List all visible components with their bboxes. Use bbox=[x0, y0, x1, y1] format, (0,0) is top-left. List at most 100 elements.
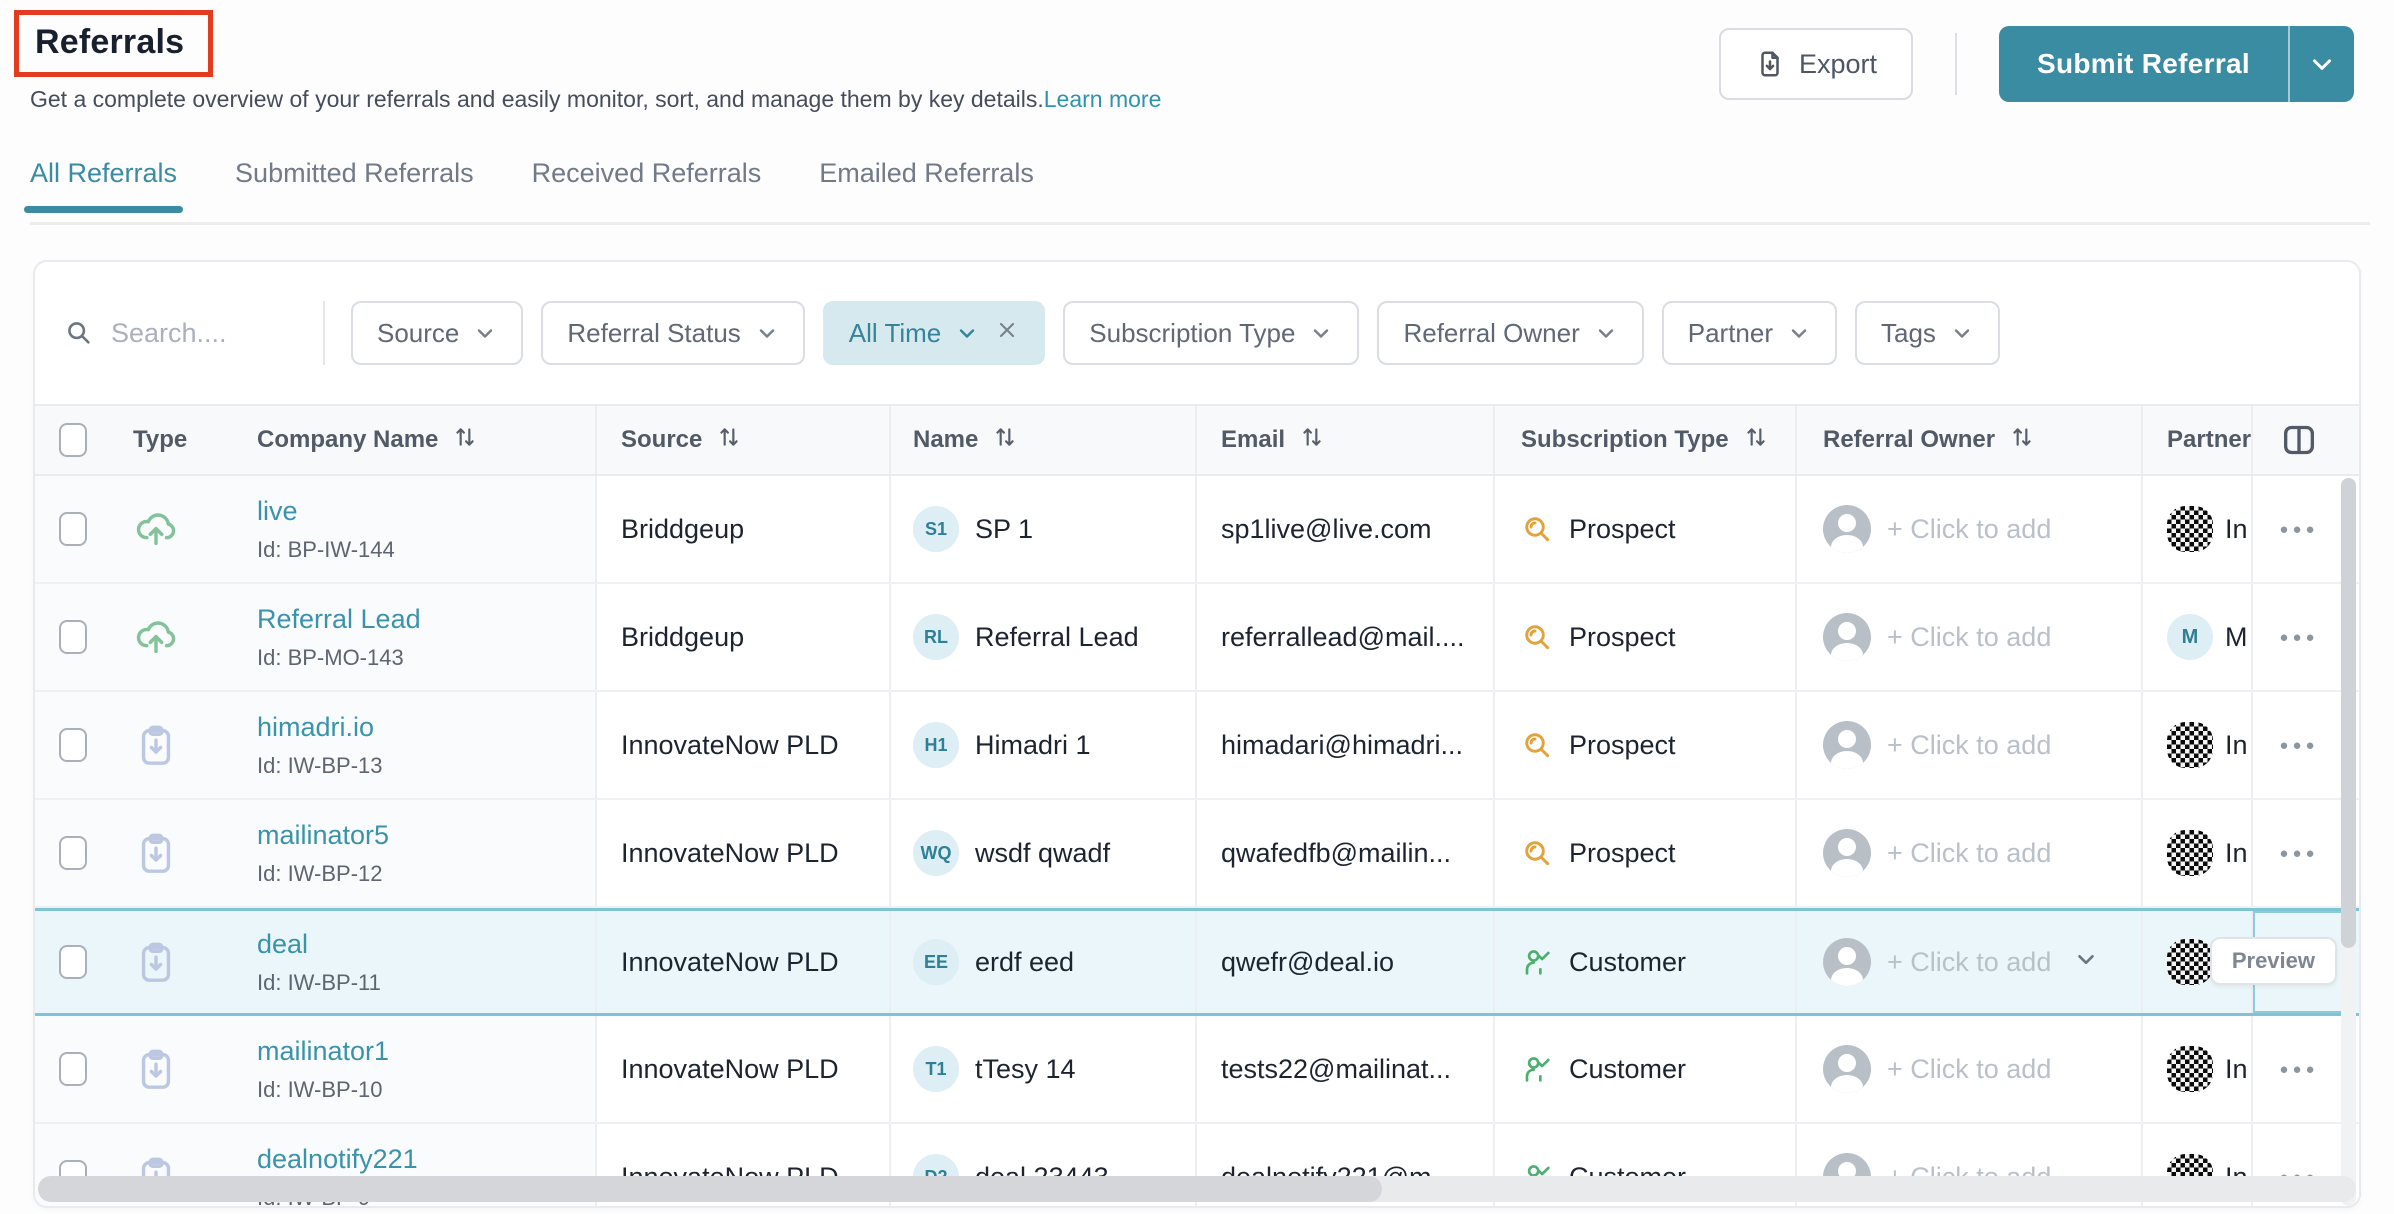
row-actions-menu[interactable]: ●●● bbox=[2279, 1060, 2319, 1078]
row-checkbox[interactable] bbox=[59, 620, 87, 654]
table-header: Type Company Name Source Name Email Subs… bbox=[35, 404, 2359, 476]
add-owner-button[interactable]: + Click to add bbox=[1887, 621, 2052, 652]
vertical-scrollbar bbox=[2341, 478, 2356, 1206]
source-cell: InnovateNow PLD bbox=[597, 911, 891, 1013]
subscription-type: Customer bbox=[1569, 1053, 1687, 1084]
table-row-selected: deal Id: IW-BP-11 Preview InnovateNow PL… bbox=[35, 908, 2359, 1016]
row-actions-menu[interactable]: ●●● bbox=[2279, 520, 2319, 538]
contact-name: Himadri 1 bbox=[975, 729, 1091, 760]
search-box bbox=[65, 317, 315, 349]
tab-emailed-referrals[interactable]: Emailed Referrals bbox=[819, 158, 1034, 188]
col-type: Type bbox=[133, 426, 188, 453]
add-owner-button[interactable]: + Click to add bbox=[1887, 837, 2052, 868]
sort-icon[interactable] bbox=[716, 424, 742, 457]
row-checkbox[interactable] bbox=[59, 836, 87, 870]
avatar: H1 bbox=[913, 722, 959, 768]
referral-id: Id: IW-BP-13 bbox=[257, 752, 383, 778]
chevron-down-icon bbox=[1594, 321, 1618, 345]
row-checkbox[interactable] bbox=[59, 512, 87, 546]
vertical-scrollbar-thumb[interactable] bbox=[2341, 478, 2356, 948]
col-source[interactable]: Source bbox=[597, 406, 891, 474]
received-clipboard-icon bbox=[133, 1046, 179, 1092]
chevron-down-icon bbox=[1787, 321, 1811, 345]
company-link[interactable]: Referral Lead bbox=[257, 603, 421, 634]
columns-toggle-icon[interactable] bbox=[2279, 420, 2319, 460]
referrals-card: Source Referral Status All Time Subscrip… bbox=[33, 260, 2361, 1208]
horizontal-scrollbar-thumb[interactable] bbox=[38, 1176, 1383, 1202]
source-cell: InnovateNow PLD bbox=[597, 692, 891, 798]
col-company-name[interactable]: Company Name bbox=[223, 406, 597, 474]
filter-referral-status[interactable]: Referral Status bbox=[541, 301, 805, 365]
row-checkbox[interactable] bbox=[59, 1052, 87, 1086]
page-subtitle-row: Get a complete overview of your referral… bbox=[30, 86, 1192, 113]
row-checkbox[interactable] bbox=[59, 728, 87, 762]
company-link[interactable]: himadri.io bbox=[257, 711, 375, 742]
sort-icon[interactable] bbox=[2009, 424, 2035, 457]
filter-subscription-type[interactable]: Subscription Type bbox=[1063, 301, 1360, 365]
submitted-cloud-upload-icon bbox=[133, 614, 179, 660]
add-owner-button[interactable]: + Click to add bbox=[1887, 729, 2052, 760]
filter-source[interactable]: Source bbox=[351, 301, 524, 365]
owner-avatar-placeholder bbox=[1823, 1045, 1871, 1093]
referral-id: Id: BP-MO-143 bbox=[257, 644, 404, 670]
col-referral-owner[interactable]: Referral Owner bbox=[1797, 406, 2143, 474]
partner-avatar bbox=[2167, 939, 2213, 985]
source-cell: Briddgeup bbox=[597, 584, 891, 690]
add-owner-button[interactable]: + Click to add bbox=[1887, 946, 2052, 977]
partner-name: In bbox=[2225, 1053, 2248, 1084]
company-link[interactable]: mailinator5 bbox=[257, 819, 390, 850]
row-actions-menu[interactable]: ●●● bbox=[2279, 736, 2319, 754]
select-all-checkbox[interactable] bbox=[59, 423, 87, 457]
owner-avatar-placeholder bbox=[1823, 829, 1871, 877]
column-settings bbox=[2253, 406, 2345, 474]
partner-name: M bbox=[2225, 621, 2248, 652]
avatar: WQ bbox=[913, 830, 959, 876]
horizontal-scrollbar bbox=[38, 1176, 2356, 1202]
owner-avatar-placeholder bbox=[1823, 938, 1871, 986]
tab-all-referrals[interactable]: All Referrals bbox=[23, 158, 184, 213]
partner-avatar bbox=[2167, 1046, 2213, 1092]
sort-icon[interactable] bbox=[1743, 424, 1769, 457]
filter-all-time[interactable]: All Time bbox=[822, 301, 1046, 365]
owner-dropdown-icon[interactable] bbox=[2073, 946, 2099, 979]
customer-icon bbox=[1521, 946, 1553, 978]
row-actions-menu[interactable]: ●●● bbox=[2279, 844, 2319, 862]
add-owner-button[interactable]: + Click to add bbox=[1887, 513, 2052, 544]
sort-icon[interactable] bbox=[1299, 424, 1325, 457]
company-link[interactable]: dealnotify221 bbox=[257, 1143, 418, 1174]
company-link[interactable]: deal bbox=[257, 928, 309, 959]
email-cell: tests22@mailinat... bbox=[1197, 1016, 1495, 1122]
row-checkbox[interactable] bbox=[59, 945, 87, 979]
tab-submitted-referrals[interactable]: Submitted Referrals bbox=[235, 158, 474, 188]
tab-received-referrals[interactable]: Received Referrals bbox=[531, 158, 762, 188]
filter-partner[interactable]: Partner bbox=[1661, 301, 1838, 365]
partner-avatar bbox=[2167, 830, 2213, 876]
search-input[interactable] bbox=[111, 317, 301, 349]
filter-tags[interactable]: Tags bbox=[1855, 301, 2000, 365]
submit-referral-dropdown[interactable] bbox=[2288, 26, 2354, 102]
row-actions-menu[interactable]: ●●● bbox=[2279, 628, 2319, 646]
table-row: live Id: BP-IW-144 Briddgeup S1 SP 1 sp1… bbox=[35, 476, 2359, 584]
sort-icon[interactable] bbox=[452, 424, 478, 457]
export-button[interactable]: Export bbox=[1718, 28, 1913, 100]
subscription-type: Customer bbox=[1569, 946, 1687, 977]
submit-referral-button[interactable]: Submit Referral bbox=[1999, 26, 2354, 102]
col-subscription-type[interactable]: Subscription Type bbox=[1495, 406, 1797, 474]
received-clipboard-icon bbox=[133, 939, 179, 985]
contact-name: Referral Lead bbox=[975, 621, 1139, 652]
add-owner-button[interactable]: + Click to add bbox=[1887, 1053, 2052, 1084]
learn-more-link[interactable]: Learn more bbox=[1044, 86, 1193, 113]
clear-filter-icon[interactable] bbox=[995, 318, 1019, 349]
sort-icon[interactable] bbox=[992, 424, 1018, 457]
referral-id: Id: IW-BP-12 bbox=[257, 860, 383, 886]
col-email[interactable]: Email bbox=[1197, 406, 1495, 474]
filter-bar: Source Referral Status All Time Subscrip… bbox=[35, 262, 2359, 404]
company-link[interactable]: live bbox=[257, 495, 298, 526]
filter-referral-owner[interactable]: Referral Owner bbox=[1377, 301, 1644, 365]
col-name[interactable]: Name bbox=[891, 406, 1197, 474]
page-subtitle: Get a complete overview of your referral… bbox=[30, 86, 1044, 112]
received-clipboard-icon bbox=[133, 722, 179, 768]
page-title: Referrals bbox=[35, 23, 185, 61]
title-annotation-box: Referrals bbox=[14, 10, 214, 77]
company-link[interactable]: mailinator1 bbox=[257, 1035, 390, 1066]
